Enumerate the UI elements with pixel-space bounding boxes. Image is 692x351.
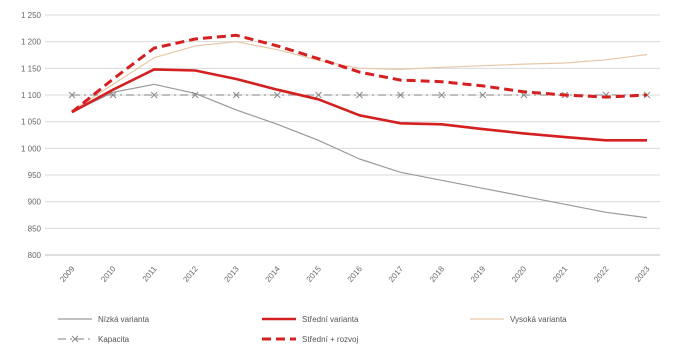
x-tick-label: 2018: [428, 264, 447, 284]
series-line: [71, 68, 647, 142]
x-tick-label: 2020: [510, 264, 529, 284]
x-tick-label: 2012: [181, 264, 200, 284]
x-tick-label: 2015: [305, 264, 324, 284]
legend-label: Střední + rozvoj: [302, 335, 358, 344]
x-axis-tick-labels: 2009 2010 2011 2012 2013 2014 2015 2016 2017 2018…: [58, 264, 652, 284]
series-line: [71, 41, 648, 112]
y-tick-label: 1 150: [21, 64, 42, 73]
series-marker: [68, 91, 76, 99]
x-tick-label: 2021: [551, 264, 570, 284]
y-tick-label: 800: [28, 251, 42, 260]
series-marker: [438, 91, 445, 99]
y-tick-label: 1 050: [21, 118, 42, 127]
y-tick-label: 850: [28, 224, 42, 233]
y-tick-label: 900: [28, 198, 42, 207]
series-marker: [191, 91, 199, 99]
series-marker: [356, 91, 363, 99]
x-tick-label: 2009: [58, 264, 77, 284]
series-marker: [315, 91, 322, 99]
legend: Nízká varianta Střední varianta Vysoká var…: [58, 315, 567, 344]
legend-label: Nízká varianta: [98, 315, 150, 324]
series-lines: [68, 33, 651, 219]
y-tick-label: 1 200: [21, 38, 42, 47]
x-tick-label: 2010: [99, 264, 118, 284]
series-line: [71, 33, 648, 114]
x-tick-label: 2019: [469, 264, 488, 284]
series-marker: [232, 91, 240, 99]
legend-label: Kapacita: [98, 335, 130, 344]
series-marker: [274, 91, 281, 99]
x-tick-label: 2023: [633, 264, 652, 284]
y-tick-label: 1 000: [21, 144, 42, 153]
x-tick-label: 2017: [387, 264, 406, 284]
gridlines: [45, 14, 660, 256]
y-tick-label: 1 250: [21, 11, 42, 20]
series-line: [71, 83, 648, 219]
series-marker: [109, 91, 117, 99]
series-marker: [150, 91, 158, 99]
x-tick-label: 2022: [592, 264, 611, 284]
y-tick-label: 1 100: [21, 91, 42, 100]
x-tick-label: 2016: [346, 264, 365, 284]
y-axis-tick-labels: 800 850 900 950 1 000 1 050 1 100 1 150 1 200 1 2…: [21, 11, 42, 260]
x-tick-label: 2011: [141, 264, 159, 283]
legend-label: Střední varianta: [302, 315, 359, 324]
x-tick-label: 2013: [222, 264, 241, 284]
x-tick-label: 2014: [264, 264, 283, 284]
legend-label: Vysoká varianta: [510, 315, 567, 324]
y-tick-label: 950: [28, 171, 42, 180]
legend-marker: [71, 335, 79, 343]
series-marker: [479, 91, 487, 99]
series-marker: [397, 91, 404, 99]
